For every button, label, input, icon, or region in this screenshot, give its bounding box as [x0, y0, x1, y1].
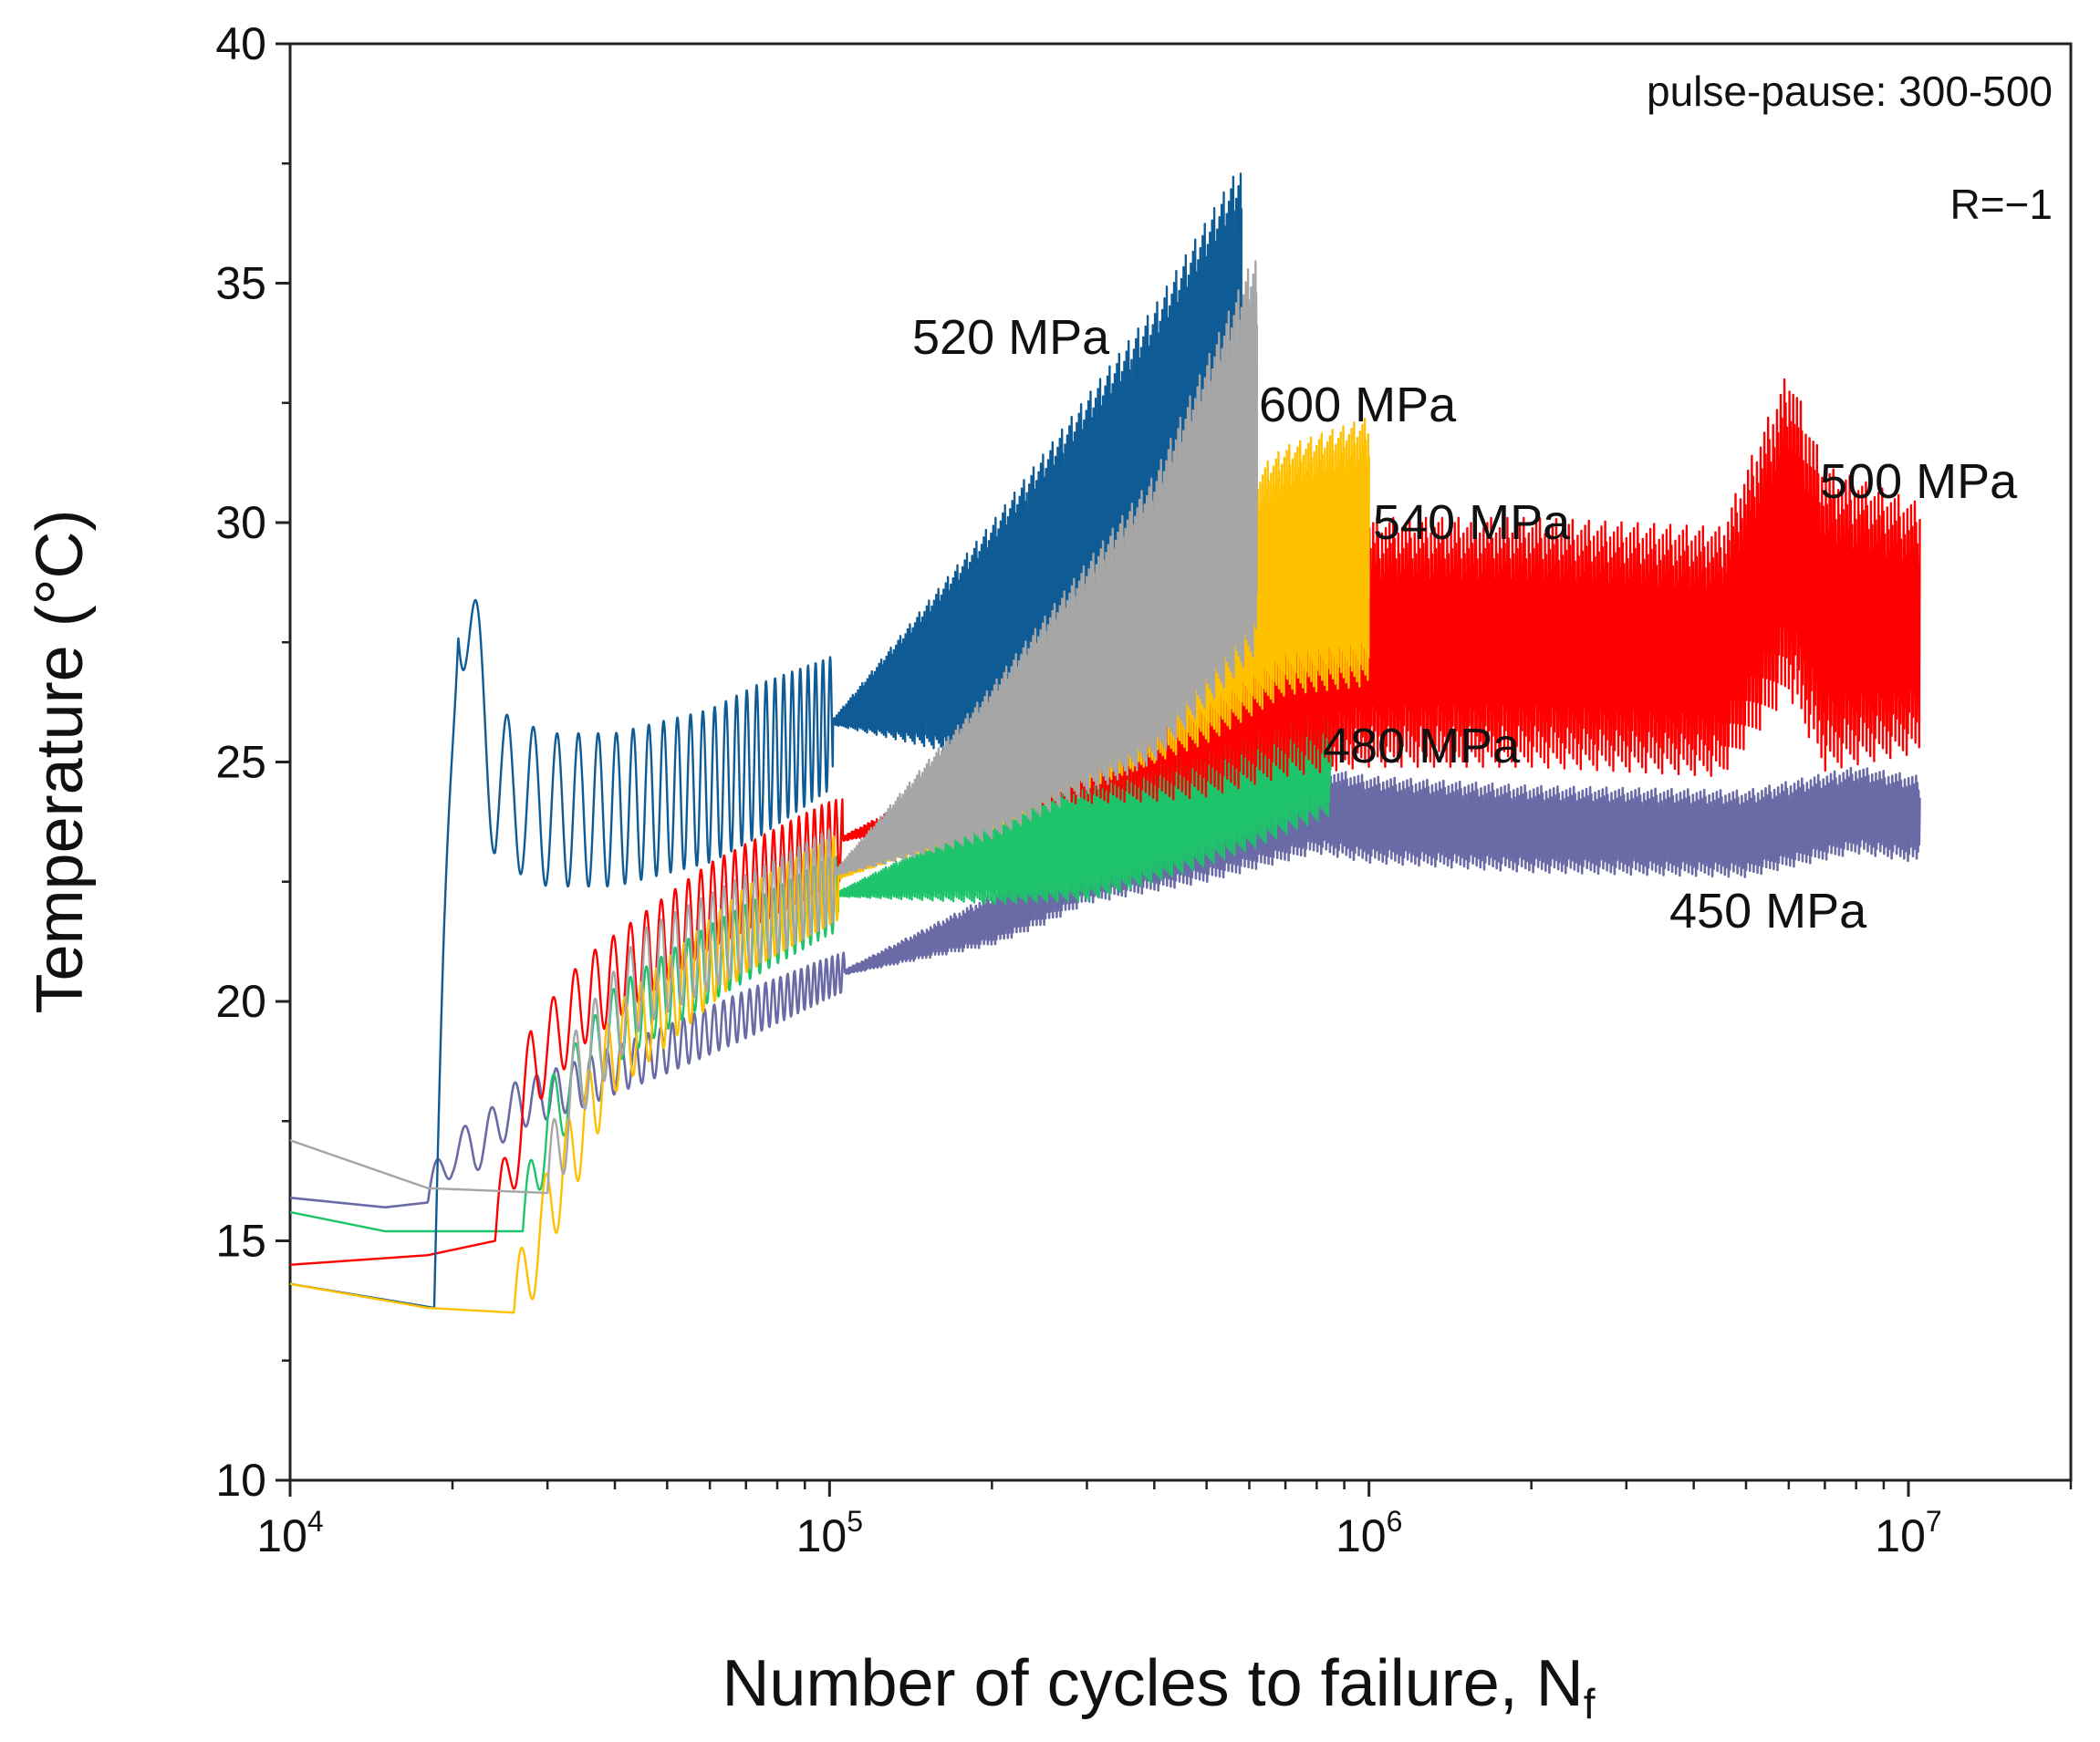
series-label-540-mpa: 540 MPa [1373, 495, 1571, 550]
y-tick-label-15: 15 [215, 1216, 266, 1267]
series-label-480-mpa: 480 MPa [1323, 719, 1521, 773]
x-tick-label-10-6: 106 [1336, 1505, 1402, 1561]
series-line-600-mpa [289, 260, 1259, 1195]
y-tick-label-10: 10 [215, 1455, 266, 1506]
x-tick-label-10-5: 105 [796, 1505, 863, 1561]
y-tick-label-40: 40 [215, 18, 266, 69]
x-tick-label-10-7: 107 [1875, 1505, 1941, 1561]
y-axis-title: Temperature (°C) [24, 510, 97, 1014]
series-layer [289, 172, 1921, 1314]
series-label-520-mpa: 520 MPa [912, 310, 1110, 365]
x-axis: 104 105 106 107 [256, 1480, 2073, 1561]
y-tick-label-25: 25 [215, 737, 266, 788]
x-axis-title-subscript: f [1584, 1680, 1596, 1727]
series-label-600-mpa: 600 MPa [1259, 378, 1457, 432]
series-label-500-mpa: 500 MPa [1820, 454, 2018, 509]
y-axis: 10 15 20 25 30 35 40 [215, 18, 290, 1506]
y-tick-label-35: 35 [215, 258, 266, 309]
y-tick-label-20: 20 [215, 976, 266, 1027]
x-tick-label-10-4: 104 [256, 1505, 323, 1561]
x-axis-title-text: Number of cycles to failure, N [722, 1647, 1583, 1720]
pulse-pause-annotation: pulse-pause: 300-500 [1647, 67, 2053, 115]
series-label-450-mpa: 450 MPa [1669, 884, 1867, 938]
y-tick-label-30: 30 [215, 497, 266, 548]
x-axis-title: Number of cycles to failure, Nf [722, 1647, 1595, 1727]
series-line-480-mpa [289, 636, 1333, 1233]
series-label-layer: 450 MPa 480 MPa 500 MPa 520 MPa 540 MPa 600 M… [912, 310, 2018, 938]
stress-ratio-annotation: R=−1 [1949, 181, 2053, 228]
